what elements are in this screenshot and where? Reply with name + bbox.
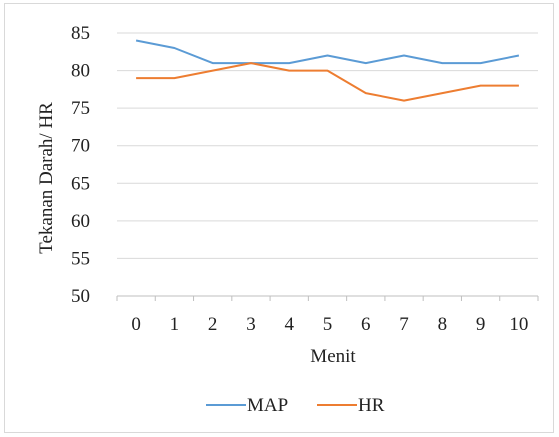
y-tick-label: 65 [71,173,90,194]
legend: MAP HR [206,395,385,416]
x-tick-labels: 0 1 2 3 4 5 6 7 8 9 10 [131,314,528,335]
x-tick-label: 4 [284,314,294,335]
x-tick-label: 7 [399,314,409,335]
chart-frame [4,3,554,433]
y-tick-label: 55 [71,248,90,269]
y-tick-label: 50 [71,286,90,307]
x-tick-label: 8 [438,314,448,335]
x-tick-label: 1 [170,314,180,335]
y-tick-label: 85 [71,23,90,44]
x-tick-label: 10 [509,314,528,335]
legend-label-map: MAP [247,395,288,416]
series-line-hr [136,62,519,102]
x-tick-label: 0 [131,314,141,335]
y-tick-label: 75 [71,98,90,119]
y-tick-label: 70 [71,136,90,157]
x-tick-label: 9 [476,314,486,335]
y-tick-label: 80 [71,61,90,82]
gridlines [117,32,538,259]
x-tick-label: 3 [246,314,256,335]
y-tick-label: 60 [71,211,90,232]
series-line-map [135,39,520,65]
x-axis [116,295,539,301]
y-axis-title: Tekanan Darah/ HR [36,102,57,254]
x-tick-label: 5 [323,314,333,335]
series-lines [135,39,520,102]
x-axis-title: Menit [310,346,356,367]
y-tick-labels: 50 55 60 65 70 75 80 85 [71,23,90,307]
x-tick-label: 2 [208,314,218,335]
legend-label-hr: HR [358,395,385,416]
x-tick-label: 6 [361,314,371,335]
